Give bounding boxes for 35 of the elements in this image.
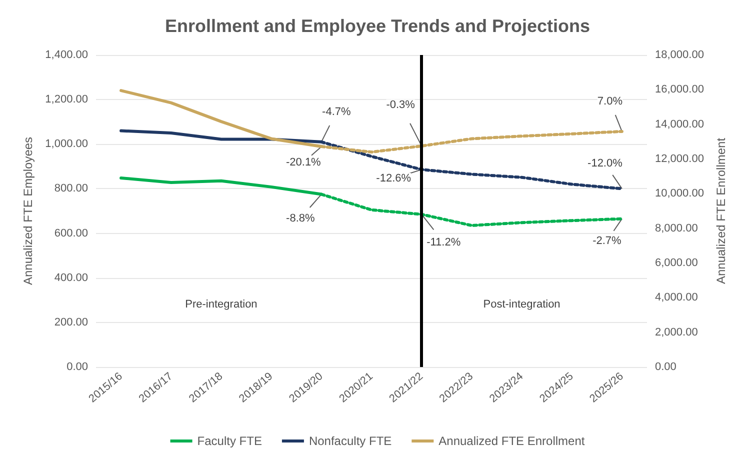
annotation: -8.8% (286, 212, 315, 224)
y2-tick-label: 18,000.00 (655, 49, 704, 61)
y2-tick-label: 2,000.00 (655, 326, 698, 338)
y-tick-label: 400.00 (54, 272, 88, 284)
annotation: -20.1% (286, 156, 322, 169)
legend-label: Nonfaculty FTE (308, 434, 392, 448)
y2-tick-label: 0.00 (655, 361, 676, 373)
annotation: -4.7% (322, 106, 351, 118)
y2-tick-label: 8,000.00 (655, 222, 698, 234)
y2-tick-label: 4,000.00 (655, 292, 698, 304)
y2-tick-label: 12,000.00 (655, 153, 704, 165)
annotation: Post-integration (483, 298, 560, 311)
y-tick-label: 1,200.00 (45, 94, 88, 106)
annotation: -12.0% (588, 158, 623, 170)
y2-tick-label: 14,000.00 (655, 118, 704, 130)
y2-tick-label: 10,000.00 (655, 188, 704, 200)
annotation: -12.6% (376, 172, 412, 185)
y-tick-label: 200.00 (54, 316, 88, 328)
y-tick-label: 1,400.00 (45, 49, 88, 61)
y-axis-title: Annualized FTE Employees (21, 136, 35, 286)
chart-title: Enrollment and Employee Trends and Projections (164, 16, 590, 36)
annotation: Pre-integration (185, 298, 258, 311)
annotation: -11.2% (426, 236, 461, 248)
y-tick-label: 1,000.00 (45, 138, 88, 150)
legend-label: Faculty FTE (197, 434, 262, 448)
annotation: -0.3% (386, 98, 416, 111)
y-tick-label: 800.00 (54, 182, 88, 195)
annotation: -2.7% (592, 234, 622, 247)
y2-tick-label: 6,000.00 (655, 257, 698, 269)
y-tick-label: 600.00 (54, 227, 88, 240)
y2-tick-label: 16,000.00 (655, 84, 704, 96)
y2-axis-title: Annualized FTE Enrollment (714, 137, 728, 284)
legend-label: Annualized FTE Enrollment (438, 434, 586, 448)
annotation: 7.0% (597, 95, 623, 108)
y-tick-label: 0.00 (66, 361, 88, 373)
